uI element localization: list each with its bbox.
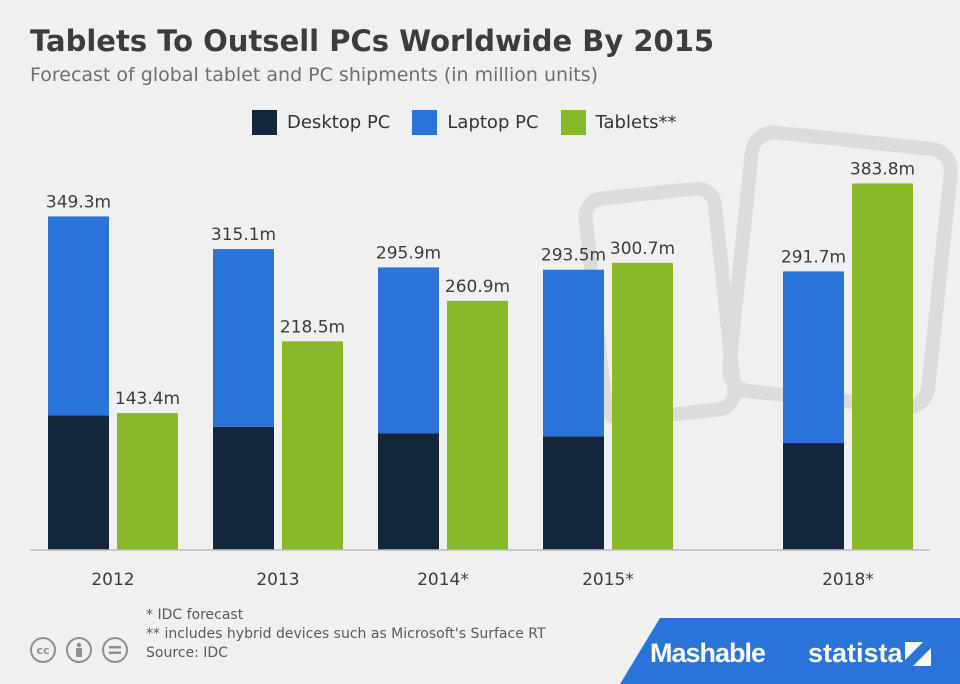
no-derivatives-icon[interactable]	[102, 637, 128, 663]
brand-bar	[620, 618, 960, 684]
footnote-hybrid: ** includes hybrid devices such as Micro…	[146, 626, 546, 642]
legend-swatch-laptop	[412, 110, 438, 135]
legend-swatch-desktop	[252, 110, 277, 135]
statista-logo-text[interactable]: statista	[808, 638, 903, 668]
chart-title: Tablets To Outsell PCs Worldwide By 2015	[30, 24, 715, 58]
bar-desktop-2015*	[543, 436, 604, 550]
bar-laptop-2013	[213, 249, 274, 427]
legend-item-tablets: Tablets**	[560, 110, 677, 135]
footnote-source: Source: IDC	[146, 645, 228, 661]
bar-laptop-2015*	[543, 269, 604, 437]
data-label-pc-2018*: 291.7m	[781, 247, 846, 267]
legend-swatch-tablets	[560, 110, 586, 135]
footnotes: * IDC forecast ** includes hybrid device…	[146, 606, 546, 663]
data-label-pc-2012: 349.3m	[46, 192, 111, 212]
x-tick-label-2013: 2013	[256, 570, 299, 590]
bar-desktop-2014*	[378, 433, 439, 550]
data-label-tablets-2013: 218.5m	[280, 317, 345, 337]
data-label-pc-2013: 315.1m	[211, 225, 276, 245]
bar-desktop-2013	[213, 426, 274, 550]
bar-tablets-2014*	[447, 300, 508, 550]
x-tick-label-2018*: 2018*	[822, 570, 874, 590]
bar-tablets-2012	[117, 413, 178, 550]
data-label-tablets-2012: 143.4m	[115, 389, 180, 409]
bar-desktop-2012	[48, 415, 109, 550]
legend-label-laptop: Laptop PC	[447, 112, 539, 133]
footnote-forecast: * IDC forecast	[146, 607, 244, 623]
labels-group: 349.3m 143.4m 2012 315.1m 218.5m 2013 295.9m26…	[46, 159, 915, 590]
data-label-pc-2014*: 295.9m	[376, 243, 441, 263]
legend-item-desktop: Desktop PC	[252, 110, 390, 135]
data-label-pc-2015*: 293.5m	[541, 246, 606, 266]
data-label-tablets-2015*: 300.7m	[610, 239, 675, 259]
data-label-tablets-2014*: 260.9m	[445, 277, 510, 297]
bar-tablets-2013	[282, 341, 343, 550]
bar-laptop-2014*	[378, 267, 439, 434]
x-tick-label-2012: 2012	[91, 570, 134, 590]
bar-laptop-2018*	[783, 271, 844, 444]
x-tick-label-2014*: 2014*	[417, 570, 469, 590]
license-icons: cc	[30, 637, 138, 663]
legend-label-tablets: Tablets**	[595, 112, 677, 133]
mashable-logo[interactable]: Mashable	[650, 638, 766, 668]
legend: Desktop PC Laptop PC Tablets**	[252, 110, 699, 135]
legend-label-desktop: Desktop PC	[287, 112, 391, 133]
attribution-icon[interactable]	[66, 637, 92, 663]
bar-laptop-2012	[48, 216, 109, 416]
bar-tablets-2018*	[852, 183, 913, 550]
bar-tablets-2015*	[612, 262, 673, 550]
data-label-tablets-2018*: 383.8m	[850, 159, 915, 179]
x-tick-label-2015*: 2015*	[582, 570, 634, 590]
statista-icon	[905, 642, 931, 666]
bar-desktop-2018*	[783, 443, 844, 550]
bars-group	[48, 183, 913, 550]
chart-subtitle: Forecast of global tablet and PC shipmen…	[30, 64, 599, 86]
legend-item-laptop: Laptop PC	[412, 110, 539, 135]
cc-icon[interactable]: cc	[30, 637, 56, 663]
